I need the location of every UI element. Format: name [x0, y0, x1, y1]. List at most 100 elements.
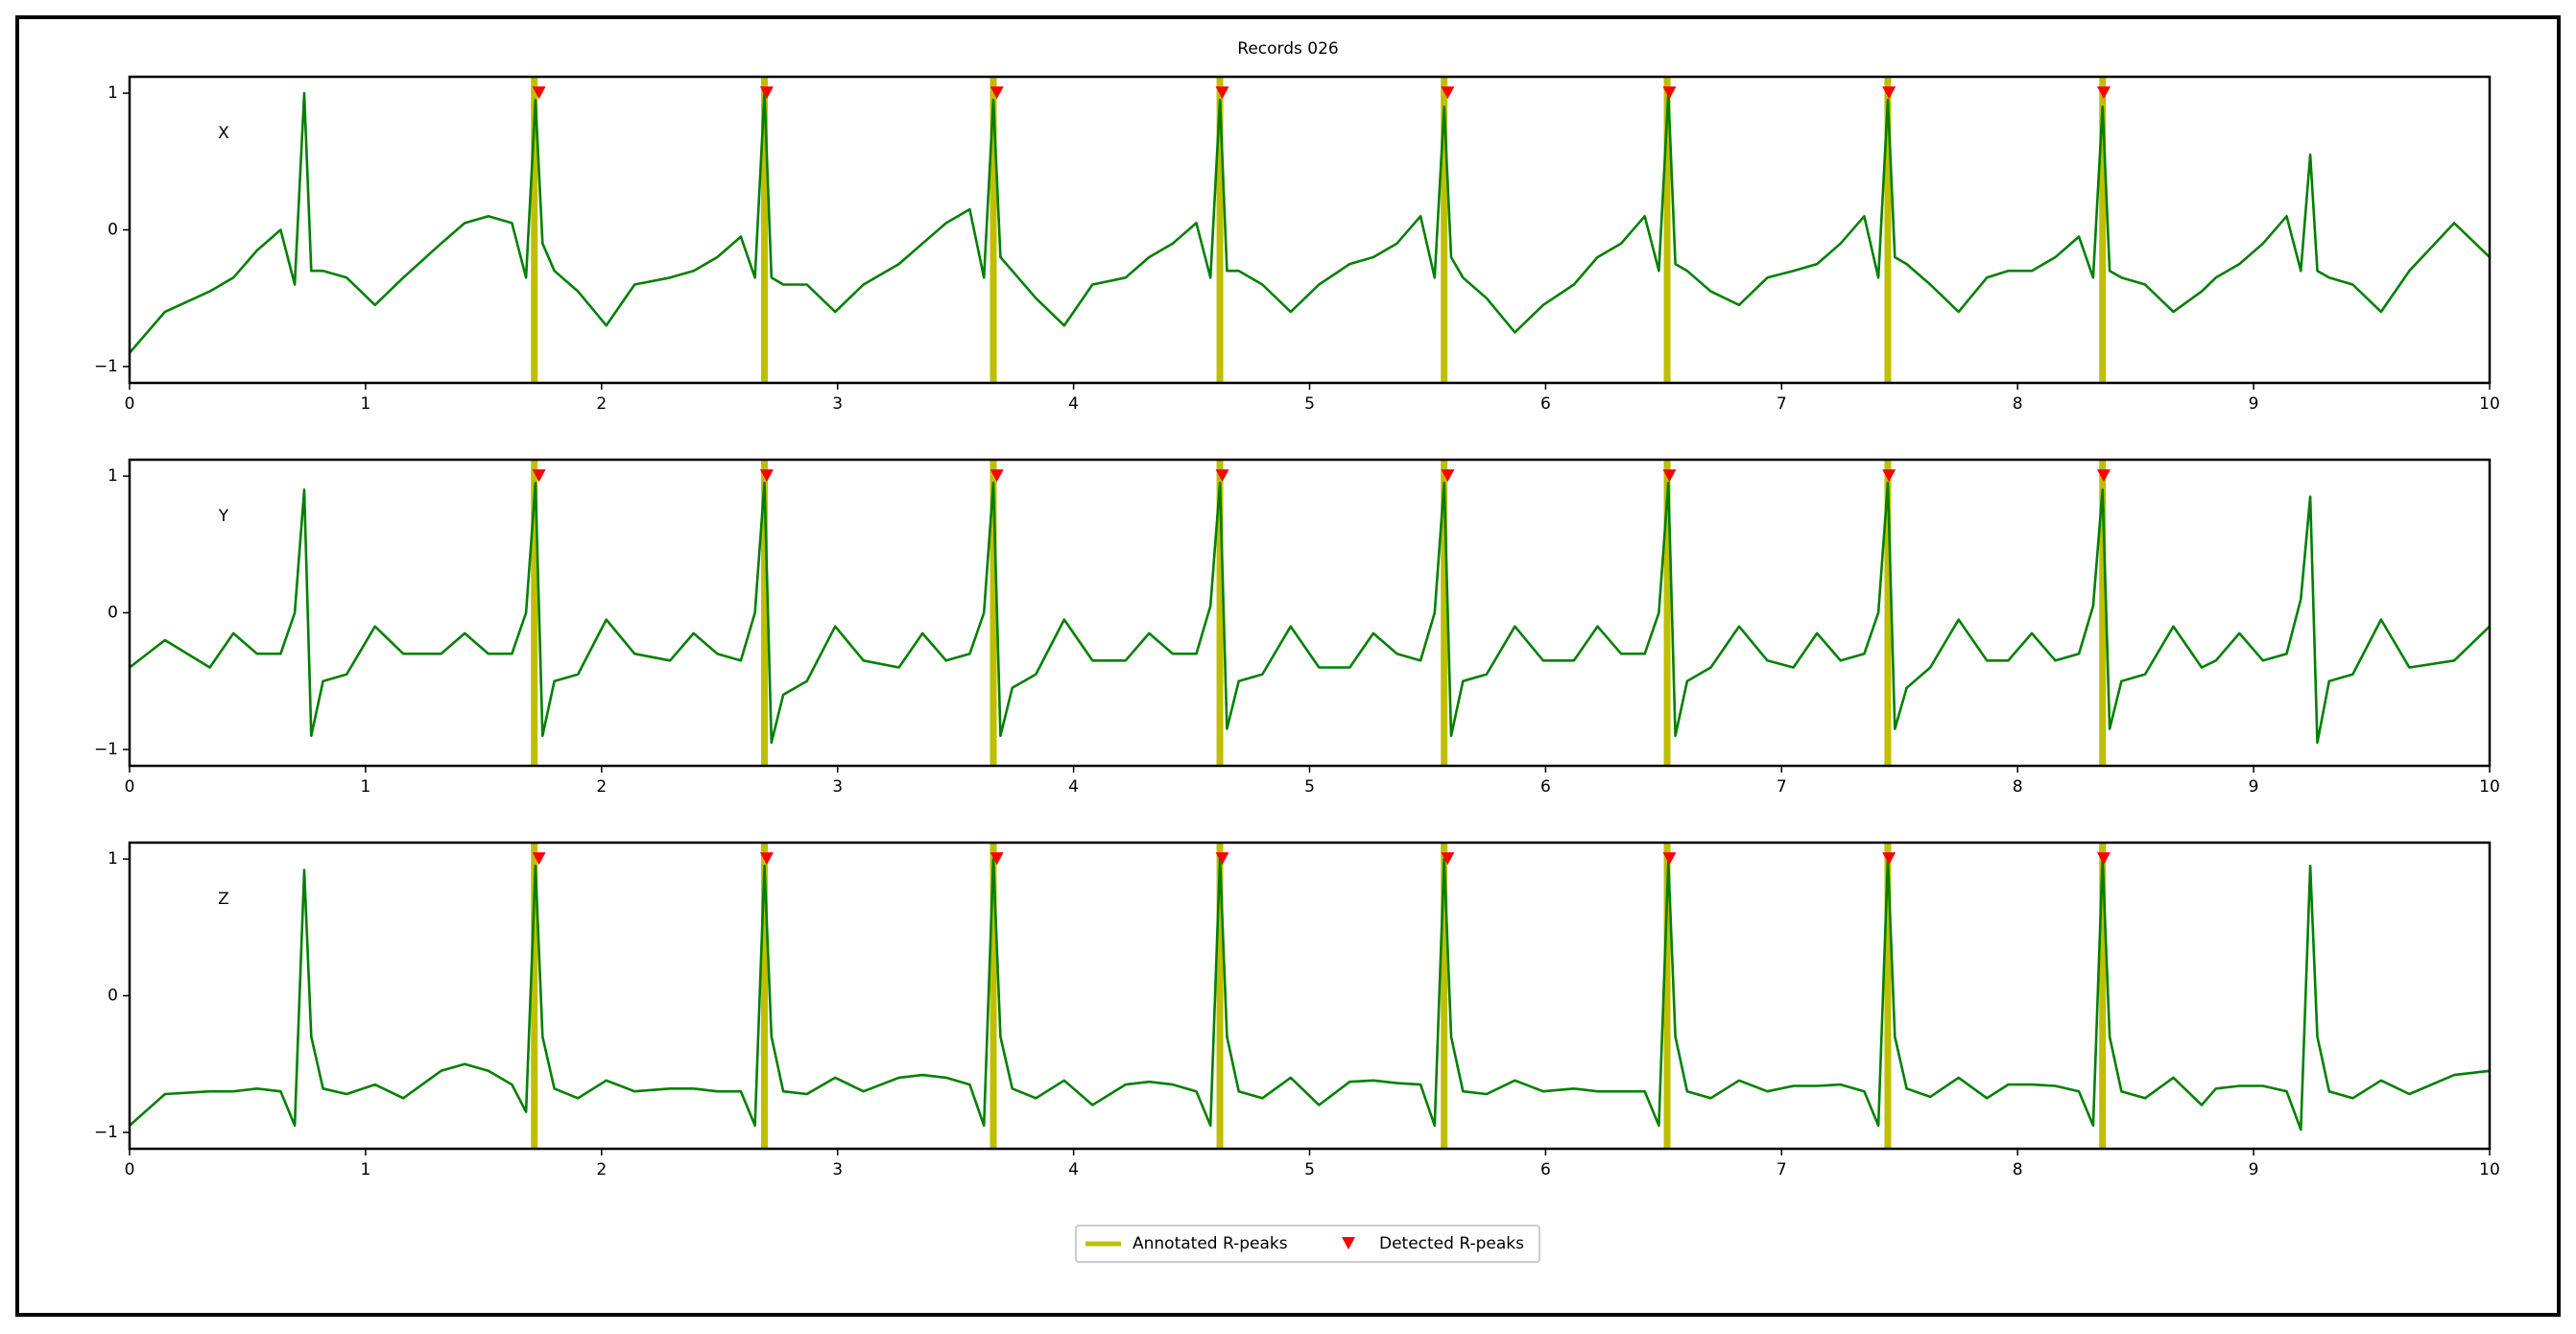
- annotated-peak: [2099, 843, 2107, 1149]
- y-tick-label: 1: [107, 466, 118, 486]
- x-tick-label: 2: [596, 394, 607, 414]
- detected-peak: [759, 86, 774, 100]
- panel-label: Y: [218, 507, 229, 526]
- detected-peak: [1441, 852, 1455, 866]
- detected-peak: [990, 86, 1004, 100]
- x-tick-label: 7: [1777, 1160, 1787, 1179]
- legend-label: Annotated R-peaks: [1133, 1234, 1288, 1253]
- y-tick-label: 0: [107, 221, 118, 240]
- annotated-peak: [531, 460, 538, 766]
- x-tick-label: 1: [360, 394, 370, 414]
- detected-peak: [1441, 469, 1455, 483]
- annotated-peak: [760, 77, 768, 383]
- legend-box: [1075, 1225, 1540, 1263]
- detected-peak: [1662, 469, 1677, 483]
- y-tick-label: −1: [94, 357, 118, 376]
- annotated-peak: [1441, 460, 1448, 766]
- annotated-peak: [2099, 77, 2107, 383]
- annotated-peak: [531, 843, 538, 1149]
- x-tick-label: 4: [1068, 1160, 1079, 1179]
- detected-peak: [532, 86, 546, 100]
- annotated-peak: [1441, 77, 1448, 383]
- x-tick-label: 8: [2013, 777, 2023, 797]
- x-tick-label: 0: [125, 394, 135, 414]
- annotated-peak: [1216, 77, 1224, 383]
- annotated-peak: [1663, 460, 1671, 766]
- x-tick-label: 2: [596, 1160, 607, 1179]
- x-tick-label: 0: [125, 1160, 135, 1179]
- x-tick-label: 8: [2013, 394, 2023, 414]
- detected-peak: [532, 469, 546, 483]
- x-tick-label: 7: [1777, 394, 1787, 414]
- x-tick-label: 6: [1540, 777, 1551, 797]
- x-tick-label: 1: [360, 1160, 370, 1179]
- axes-frame: [128, 458, 2492, 768]
- annotated-peak: [760, 460, 768, 766]
- detected-peak: [2096, 469, 2111, 483]
- x-tick-label: 10: [2479, 777, 2500, 797]
- x-tick-label: 3: [832, 394, 843, 414]
- x-tick-label: 6: [1540, 394, 1551, 414]
- x-tick-label: 1: [360, 777, 370, 797]
- y-tick-label: 0: [107, 604, 118, 623]
- y-tick-label: −1: [94, 740, 118, 759]
- x-tick-label: 2: [596, 777, 607, 797]
- detected-peak: [2096, 852, 2111, 866]
- signal-line: [129, 857, 2491, 1132]
- legend-swatch: [1342, 1237, 1355, 1250]
- panel-label: Z: [218, 890, 229, 909]
- detected-peak: [1882, 86, 1896, 100]
- detected-peak: [1215, 852, 1229, 866]
- x-tick-label: 0: [125, 777, 135, 797]
- detected-peak: [990, 469, 1004, 483]
- x-tick-label: 7: [1777, 777, 1787, 797]
- detected-peak: [1662, 86, 1677, 100]
- x-tick-label: 9: [2249, 1160, 2259, 1179]
- detected-peak: [1662, 852, 1677, 866]
- panel: 0 1 2 3 4 5 6 7 8 9 10 −1 0 1 X: [94, 75, 2500, 414]
- y-tick-label: 1: [107, 849, 118, 869]
- annotated-peak: [1663, 843, 1671, 1149]
- detected-peak: [759, 852, 774, 866]
- detected-peak: [759, 469, 774, 483]
- annotated-peak: [1216, 460, 1224, 766]
- detected-peak: [2096, 86, 2111, 100]
- figure-border: [15, 15, 2561, 1317]
- x-tick-label: 10: [2479, 394, 2500, 414]
- x-tick-label: 5: [1304, 1160, 1315, 1179]
- signal-line: [129, 91, 2491, 354]
- x-tick-label: 8: [2013, 1160, 2023, 1179]
- annotated-peak: [990, 843, 997, 1149]
- detected-peak: [1882, 852, 1896, 866]
- x-tick-label: 4: [1068, 394, 1079, 414]
- detected-peak: [990, 852, 1004, 866]
- x-tick-label: 5: [1304, 394, 1315, 414]
- x-tick-label: 6: [1540, 1160, 1551, 1179]
- panel: 0 1 2 3 4 5 6 7 8 9 10 −1 0 1 Y: [94, 458, 2500, 797]
- panel: 0 1 2 3 4 5 6 7 8 9 10 −1 0 1 Z: [94, 841, 2500, 1179]
- detected-peak: [1882, 469, 1896, 483]
- y-tick-label: 0: [107, 987, 118, 1006]
- panel-label: X: [218, 124, 229, 143]
- y-tick-label: 1: [107, 83, 118, 103]
- x-tick-label: 10: [2479, 1160, 2500, 1179]
- detected-peak: [532, 852, 546, 866]
- axes-frame: [128, 75, 2492, 385]
- detected-peak: [1215, 86, 1229, 100]
- annotated-peak: [531, 77, 538, 383]
- annotated-peak: [990, 77, 997, 383]
- detected-peak: [1441, 86, 1455, 100]
- annotated-peak: [1884, 843, 1892, 1149]
- x-tick-label: 5: [1304, 777, 1315, 797]
- annotated-peak: [1884, 77, 1892, 383]
- annotated-peak: [1884, 460, 1892, 766]
- x-tick-label: 3: [832, 777, 843, 797]
- annotated-peak: [2099, 460, 2107, 766]
- x-tick-label: 4: [1068, 777, 1079, 797]
- x-tick-label: 9: [2249, 777, 2259, 797]
- legend-label: Detected R-peaks: [1379, 1234, 1524, 1253]
- legend: Annotated R-peaks Detected R-peaks: [1075, 1225, 1540, 1263]
- annotated-peak: [1441, 843, 1448, 1149]
